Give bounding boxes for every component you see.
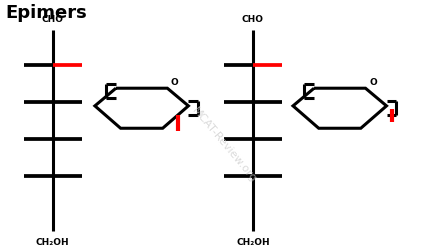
Text: MCAT-Review.org: MCAT-Review.org (190, 105, 258, 184)
Text: CHO: CHO (42, 15, 64, 24)
Text: CH₂OH: CH₂OH (236, 237, 270, 246)
Text: CH₂OH: CH₂OH (36, 237, 69, 246)
Text: O: O (369, 78, 377, 87)
Text: Epimers: Epimers (6, 4, 88, 22)
Text: O: O (171, 78, 179, 87)
Text: CHO: CHO (242, 15, 264, 24)
